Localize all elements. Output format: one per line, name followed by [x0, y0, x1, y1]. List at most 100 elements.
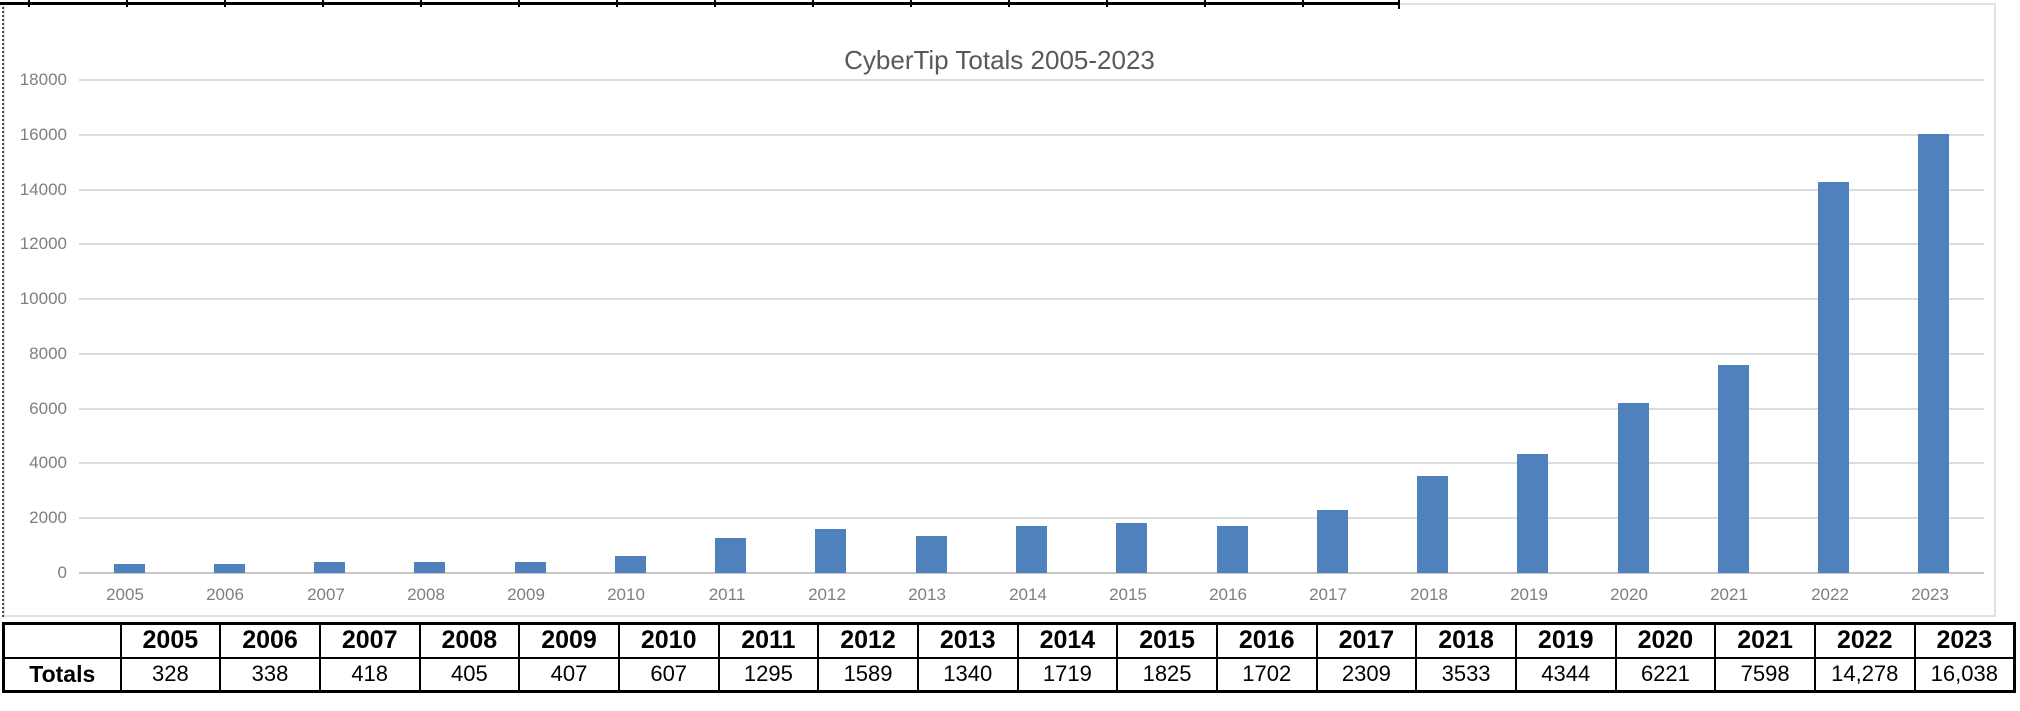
- x-axis-tick-label: 2013: [908, 585, 946, 604]
- x-axis-tick-label: 2015: [1109, 585, 1147, 604]
- totals-value-2009[interactable]: 407: [518, 656, 620, 693]
- bar-2020[interactable]: [1618, 403, 1649, 573]
- bar-2007[interactable]: [314, 562, 345, 573]
- table-header-cell-2006[interactable]: 2006: [219, 622, 321, 659]
- spreadsheet-row-remnant-border: [0, 2, 1400, 5]
- spreadsheet-cell-border-tick: [1204, 0, 1206, 7]
- bar-2021[interactable]: [1718, 365, 1749, 573]
- bar-2013[interactable]: [916, 536, 947, 573]
- table-corner-cell[interactable]: [2, 622, 122, 659]
- spreadsheet-cell-border-tick: [1398, 0, 1400, 9]
- bar-2018[interactable]: [1417, 476, 1448, 573]
- gridline: [79, 188, 1984, 191]
- totals-value-2011[interactable]: 1295: [717, 656, 820, 693]
- bar-2012[interactable]: [815, 529, 846, 573]
- x-axis-tick-label: 2008: [407, 585, 445, 604]
- totals-value-2013[interactable]: 1340: [916, 656, 1019, 693]
- x-axis-tick-label: 2019: [1510, 585, 1548, 604]
- gridline: [79, 298, 1984, 301]
- x-axis-tick-label: 2020: [1610, 585, 1648, 604]
- table-header-cell-2019[interactable]: 2019: [1514, 622, 1617, 659]
- spreadsheet-cell-border-tick: [910, 0, 912, 7]
- totals-value-2014[interactable]: 1719: [1016, 656, 1119, 693]
- spreadsheet-cell-border-tick: [224, 0, 226, 7]
- x-axis-tick-label: 2023: [1911, 585, 1949, 604]
- x-axis-tick-label: 2021: [1710, 585, 1748, 604]
- bar-2006[interactable]: [214, 564, 245, 573]
- bar-2014[interactable]: [1016, 526, 1047, 573]
- chart-object[interactable]: CyberTip Totals 2005-2023 18000 16000 1400…: [3, 3, 1996, 617]
- totals-value-2010[interactable]: 607: [617, 656, 720, 693]
- y-axis-tick-label: 2000: [29, 508, 67, 528]
- table-header-cell-2015[interactable]: 2015: [1116, 622, 1218, 659]
- table-header-cell-2012[interactable]: 2012: [817, 622, 919, 659]
- table-header-cell-2018[interactable]: 2018: [1415, 622, 1517, 659]
- table-header-cell-2013[interactable]: 2013: [916, 622, 1019, 659]
- totals-value-2017[interactable]: 2309: [1315, 656, 1418, 693]
- table-header-cell-2007[interactable]: 2007: [318, 622, 421, 659]
- table-header-cell-2017[interactable]: 2017: [1315, 622, 1418, 659]
- x-axis-tick-label: 2007: [307, 585, 345, 604]
- table-header-cell-2023[interactable]: 2023: [1913, 622, 2016, 659]
- table-header-cell-2005[interactable]: 2005: [119, 622, 222, 659]
- totals-value-2016[interactable]: 1702: [1215, 656, 1318, 693]
- table-totals-row: Totals 328 338 418 405 407 607 1295 1589 1340 1719…: [2, 656, 2016, 693]
- gridline: [79, 133, 1984, 136]
- totals-value-2008[interactable]: 405: [418, 656, 521, 693]
- table-header-cell-2016[interactable]: 2016: [1215, 622, 1318, 659]
- bar-2010[interactable]: [615, 556, 646, 573]
- totals-value-2006[interactable]: 338: [219, 656, 321, 693]
- bar-2005[interactable]: [114, 564, 145, 573]
- x-axis-tick-label: 2012: [808, 585, 846, 604]
- y-axis-tick-label: 0: [57, 563, 67, 582]
- bar-2019[interactable]: [1517, 454, 1548, 573]
- totals-value-2007[interactable]: 418: [318, 656, 421, 693]
- totals-value-2020[interactable]: 6221: [1614, 656, 1717, 693]
- totals-value-2012[interactable]: 1589: [817, 656, 919, 693]
- x-axis-tick-label: 2018: [1410, 585, 1448, 604]
- spreadsheet-cell-border-tick: [1106, 0, 1108, 7]
- bar-2011[interactable]: [715, 538, 746, 573]
- table-header-cell-2010[interactable]: 2010: [617, 622, 720, 659]
- y-axis-tick-label: 18000: [19, 70, 67, 89]
- x-axis-tick-label: 2011: [708, 585, 746, 604]
- bar-2015[interactable]: [1116, 523, 1147, 573]
- y-axis-tick-label: 8000: [29, 343, 67, 363]
- x-axis-tick-label: 2005: [106, 585, 144, 604]
- table-header-cell-2014[interactable]: 2014: [1016, 622, 1119, 659]
- totals-value-2021[interactable]: 7598: [1714, 656, 1816, 693]
- x-axis-tick-label: 2010: [607, 585, 645, 604]
- totals-value-2018[interactable]: 3533: [1415, 656, 1517, 693]
- table-header-row: 2005 2006 2007 2008 2009 2010 2011 2012 2013 2014…: [2, 622, 2016, 659]
- table-header-cell-2021[interactable]: 2021: [1714, 622, 1816, 659]
- table-header-cell-2022[interactable]: 2022: [1813, 622, 1916, 659]
- x-axis-tick-label: 2006: [206, 585, 244, 604]
- spreadsheet-cell-border-tick: [28, 0, 30, 7]
- totals-value-2019[interactable]: 4344: [1514, 656, 1617, 693]
- totals-value-2023[interactable]: 16,038: [1913, 656, 2016, 693]
- table-header-cell-2008[interactable]: 2008: [418, 622, 521, 659]
- table-header-cell-2009[interactable]: 2009: [518, 622, 620, 659]
- table-header-cell-2020[interactable]: 2020: [1614, 622, 1717, 659]
- bar-2017[interactable]: [1317, 510, 1348, 573]
- gridline: [79, 462, 1984, 465]
- totals-value-2005[interactable]: 328: [119, 656, 222, 693]
- bar-2023[interactable]: [1918, 134, 1949, 573]
- totals-value-2022[interactable]: 14,278: [1813, 656, 1916, 693]
- x-axis-tick-label: 2009: [507, 585, 545, 604]
- bar-2009[interactable]: [515, 562, 546, 573]
- bar-2022[interactable]: [1818, 182, 1849, 573]
- totals-value-2015[interactable]: 1825: [1116, 656, 1218, 693]
- chart-title: CyberTip Totals 2005-2023: [844, 45, 1155, 75]
- bar-2008[interactable]: [414, 562, 445, 573]
- y-axis-tick-label: 4000: [29, 453, 67, 473]
- spreadsheet-cell-border-tick: [126, 0, 128, 7]
- y-axis-tick-label: 6000: [29, 398, 67, 418]
- y-axis-tick-label: 16000: [19, 124, 67, 144]
- gridline: [79, 352, 1984, 355]
- totals-row-label[interactable]: Totals: [2, 656, 122, 693]
- spreadsheet-cell-border-tick: [616, 0, 618, 7]
- table-header-cell-2011[interactable]: 2011: [717, 622, 820, 659]
- bar-2016[interactable]: [1217, 526, 1248, 573]
